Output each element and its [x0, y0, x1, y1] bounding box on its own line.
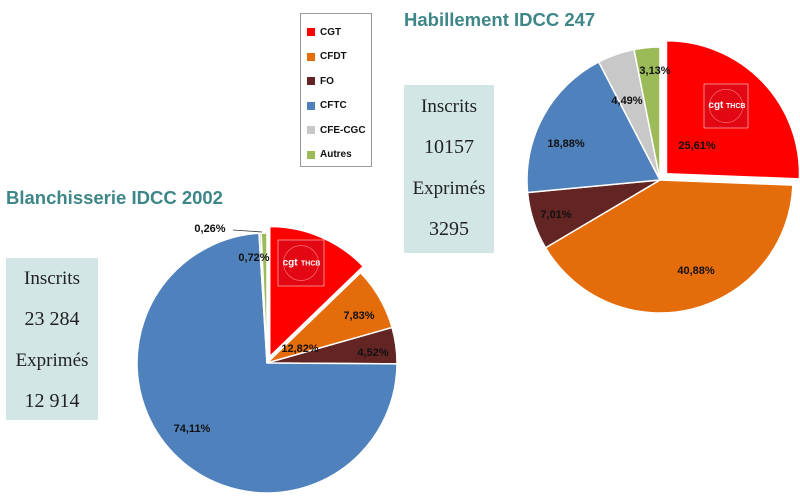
legend-item-cgt: CGT [307, 20, 371, 45]
legend-item-cfdt: CFDT [307, 45, 371, 70]
chart-title-habillement: Habillement IDCC 247 [404, 9, 596, 30]
pie-data-label: 3,13% [639, 65, 670, 77]
chart-title-blanchisserie: Blanchisserie IDCC 2002 [6, 187, 223, 208]
pie-slice-autres [260, 232, 268, 364]
svg-text:THCB: THCB [301, 260, 320, 267]
pie-chart: cgt THCB 25,61% 40,88% 7,01% 18,88% 4,49% 3,13% [526, 40, 800, 314]
legend-swatch [307, 28, 315, 37]
stats-box-habillement: Inscrits 10157 Exprimés 3295 [404, 85, 494, 253]
stats-box-blanchisserie: Inscrits 23 284 Exprimés 12 914 [6, 258, 98, 420]
legend-item-fo: FO [307, 69, 371, 94]
legend-swatch [307, 101, 315, 110]
pie-data-label: 7,83% [343, 310, 374, 322]
chart-legend: CGT CFDT FO CFTC CFE-CGC Autres [300, 13, 372, 167]
pie-slice-cftc [136, 232, 398, 494]
pie-data-label: 4,49% [611, 95, 642, 107]
pie-data-label: 25,61% [678, 140, 716, 152]
pie-chart: cgt THCB 12,82% 7,83% 4,52% 74,11% 0,26% 0,72% [136, 223, 398, 494]
pie-data-label: 7,01% [540, 209, 571, 221]
pie-data-label: 74,11% [174, 423, 211, 435]
pie-slice-cfdt [544, 179, 794, 314]
svg-text:cgt: cgt [708, 100, 724, 111]
exprimes-value: 3295 [429, 218, 469, 240]
svg-text:cgt: cgt [283, 257, 299, 268]
pie-data-label: 0,26% [194, 223, 225, 235]
legend-swatch [307, 150, 315, 159]
pie-data-label: 0,72% [238, 252, 269, 264]
label-leader-line [232, 229, 263, 233]
legend-swatch [307, 126, 315, 135]
pie-slice-autres [633, 46, 661, 181]
pie-slice-cftc [526, 60, 662, 194]
cgt-thcb-logo: cgt THCB [277, 239, 325, 287]
exprimes-label: Exprimés [412, 178, 486, 199]
legend-item-cfe-cgc: CFE-CGC [307, 118, 371, 143]
svg-text:THCB: THCB [726, 103, 745, 110]
pie-data-label: 4,52% [357, 347, 388, 359]
exprimes-value: 12 914 [24, 390, 80, 412]
pie-data-label: 12,82% [281, 343, 319, 355]
legend-item-autres: Autres [307, 143, 371, 168]
legend-item-cftc: CFTC [307, 94, 371, 119]
pie-data-label: 40,88% [677, 265, 715, 277]
exprimes-label: Exprimés [15, 350, 89, 371]
pie-data-label: 18,88% [547, 138, 585, 150]
inscrits-value: 10157 [424, 136, 474, 158]
inscrits-label: Inscrits [421, 96, 477, 117]
inscrits-value: 23 284 [24, 308, 80, 330]
cgt-thcb-logo: cgt THCB [703, 83, 749, 129]
legend-swatch [307, 77, 315, 86]
inscrits-label: Inscrits [24, 268, 80, 289]
legend-swatch [307, 52, 315, 61]
